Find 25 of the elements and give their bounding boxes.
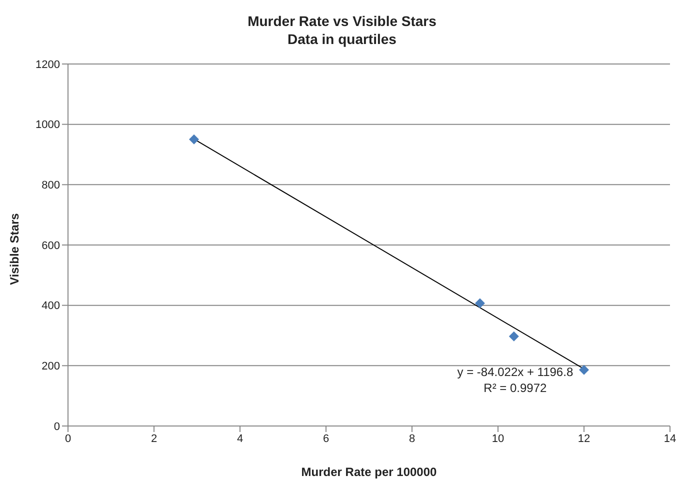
y-tick-label: 0 — [54, 420, 60, 433]
point — [508, 331, 519, 342]
annotation: R² = 0.9972 — [482, 380, 548, 395]
x-tick-label: 14 — [664, 432, 676, 445]
y-tick-label: 200 — [42, 360, 60, 373]
x-tick-label: 8 — [408, 432, 416, 445]
point — [579, 364, 589, 375]
point — [474, 298, 485, 308]
x-tick-label: 12 — [578, 432, 590, 445]
y-tick-label: 800 — [42, 180, 60, 192]
x-tick-label: 0 — [64, 432, 72, 445]
x-axis-title: Murder Rate per 100000 — [301, 465, 438, 479]
chart-title: Murder Rate vs Visible Stars — [246, 12, 438, 30]
y-tick-label: 600 — [42, 240, 60, 252]
y-tick-label: 1000 — [36, 119, 60, 132]
x-tick-label: 10 — [492, 432, 504, 445]
y-tick-label: 1200 — [36, 58, 60, 71]
y-axis-title: Visible Stars — [7, 212, 22, 285]
x-tick-label: 6 — [322, 432, 330, 445]
point — [188, 134, 199, 144]
x-tick-label: 4 — [236, 432, 244, 445]
y-tick-label: 400 — [42, 300, 60, 312]
chart-subtitle: Data in quartiles — [286, 30, 398, 48]
x-tick-label: 2 — [150, 432, 158, 445]
annotation: y = -84.022x + 1196.8 — [456, 364, 574, 379]
